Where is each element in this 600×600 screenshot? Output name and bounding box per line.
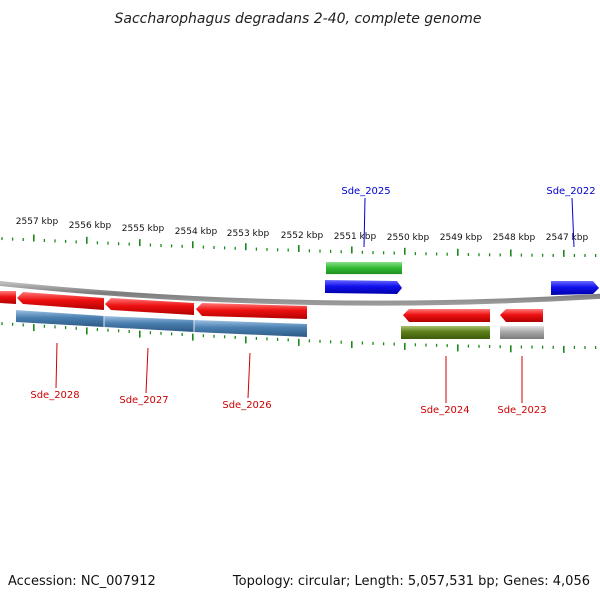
- sde-2024-feature-olive[interactable]: [401, 326, 490, 339]
- sde-2027-feature-blue[interactable]: [104, 316, 194, 332]
- tick-label: 2549 kbp: [440, 233, 483, 243]
- sde-2025-feature-green[interactable]: [326, 262, 402, 275]
- tick-label: 2555 kbp: [122, 224, 165, 234]
- tick-label: 2547 kbp: [546, 233, 589, 243]
- gene-label-sde-2024[interactable]: Sde_2024: [420, 405, 469, 416]
- forward-features[interactable]: [325, 262, 599, 295]
- reverse-cds[interactable]: [0, 291, 543, 322]
- sde-2028-cds-arrow[interactable]: [17, 292, 104, 310]
- sde-2028-cds-arrow-partial[interactable]: [0, 291, 16, 304]
- tick-label: 2552 kbp: [281, 231, 324, 241]
- gene-label-sde-2026[interactable]: Sde_2026: [222, 400, 271, 411]
- sde-2025-cds-arrow[interactable]: [325, 280, 402, 294]
- sde-2024-cds-arrow[interactable]: [403, 309, 490, 322]
- accession-text: Accession: NC_007912: [8, 574, 156, 589]
- tick-labels: 2557 kbp 2556 kbp 2555 kbp 2554 kbp 2553…: [16, 217, 589, 243]
- map-title: Saccharophagus degradans 2-40, complete …: [115, 11, 482, 27]
- tick-label: 2548 kbp: [493, 233, 536, 243]
- gene-label-sde-2022[interactable]: Sde_2022: [546, 186, 595, 197]
- sde-2028-feature-blue[interactable]: [16, 310, 104, 327]
- gene-label-sde-2025[interactable]: Sde_2025: [341, 186, 390, 197]
- gene-label-sde-2023[interactable]: Sde_2023: [497, 405, 546, 416]
- tick-label: 2551 kbp: [334, 232, 377, 242]
- gene-labels: Sde_2025 Sde_2022 Sde_2028 Sde_2027 Sde_…: [30, 186, 595, 416]
- sde-2023-cds-arrow[interactable]: [500, 309, 543, 322]
- sde-2026-cds-arrow[interactable]: [196, 303, 307, 319]
- tick-label: 2553 kbp: [227, 229, 270, 239]
- tick-label: 2557 kbp: [16, 217, 59, 227]
- gene-label-sde-2028[interactable]: Sde_2028: [30, 390, 79, 401]
- gene-label-sde-2027[interactable]: Sde_2027: [119, 395, 168, 406]
- tick-label: 2550 kbp: [387, 233, 430, 243]
- genome-backbone: [0, 280, 600, 306]
- sde-2023-feature-grey[interactable]: [500, 326, 544, 339]
- reverse-features[interactable]: [16, 310, 544, 339]
- sde-2022-cds-arrow[interactable]: [551, 281, 599, 295]
- genome-summary-text: Topology: circular; Length: 5,057,531 bp…: [232, 574, 590, 589]
- inner-tick-ring: [1, 322, 597, 353]
- sde-2026-feature-blue[interactable]: [194, 320, 307, 337]
- sde-2027-cds-arrow[interactable]: [105, 298, 194, 315]
- outer-tick-ring: [1, 234, 597, 257]
- tick-label: 2554 kbp: [175, 227, 218, 237]
- tick-label: 2556 kbp: [69, 221, 112, 231]
